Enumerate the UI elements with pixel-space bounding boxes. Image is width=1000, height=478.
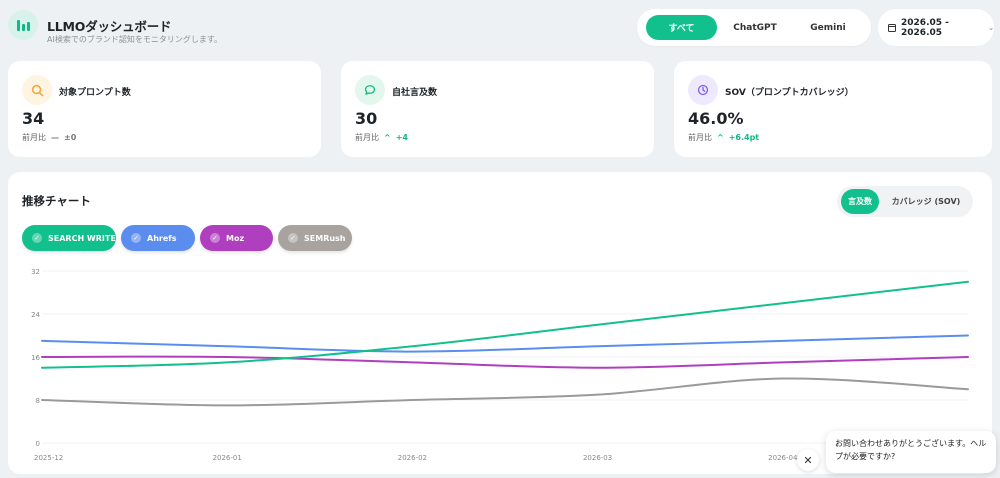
kpi-compare: 前月比 ^ +6.4pt <box>688 132 759 143</box>
date-range-picker[interactable]: 2026.05 - 2026.05 ⌄ <box>878 9 994 46</box>
y-tick-label: 8 <box>36 397 40 405</box>
legend-chip-ahrefs[interactable]: ✓ Ahrefs <box>121 225 195 251</box>
series-line-search-write <box>41 280 969 369</box>
bar-chart-logo-icon <box>8 10 38 40</box>
series-line-moz <box>41 355 969 369</box>
kpi-delta: ±0 <box>64 133 77 142</box>
tab-all[interactable]: すべて <box>646 15 717 40</box>
kpi-delta: +4 <box>395 133 408 142</box>
legend-chip-search-write[interactable]: ✓ SEARCH WRITE <box>22 225 116 251</box>
metric-toggle: 言及数 カバレッジ (SOV) <box>837 186 973 217</box>
trend-up-icon: ^ <box>717 133 724 142</box>
tab-coverage-sov[interactable]: カバレッジ (SOV) <box>891 197 961 206</box>
x-tick-label: 2026-03 <box>583 454 612 462</box>
chat-bubble-icon <box>355 75 385 105</box>
search-icon <box>22 75 52 105</box>
page-subtitle: AI検索でのブランド認知をモニタリングします。 <box>47 35 223 44</box>
calendar-icon <box>888 23 897 32</box>
kpi-compare: 前月比 — ±0 <box>22 132 76 143</box>
trend-flat-icon: — <box>51 133 59 142</box>
kpi-label: 対象プロンプト数 <box>59 88 131 98</box>
kpi-value: 34 <box>22 109 45 128</box>
line-chart: 0 8 16 24 32 2025-12 2026-01 2026-02 2026-03 2026… <box>31 268 969 462</box>
check-icon: ✓ <box>288 233 298 243</box>
legend-label: SEMRush <box>304 233 346 243</box>
kpi-compare: 前月比 ^ +4 <box>355 132 408 143</box>
series-line-ahrefs <box>41 334 969 353</box>
platform-filter: すべて ChatGPT Gemini <box>637 9 871 46</box>
trend-up-icon: ^ <box>384 133 391 142</box>
x-tick-label: 2026-02 <box>398 454 427 462</box>
chevron-down-icon: ⌄ <box>988 23 994 32</box>
kpi-value: 30 <box>355 109 378 128</box>
check-icon: ✓ <box>32 233 42 243</box>
chart-title: 推移チャート <box>22 194 91 208</box>
kpi-label: SOV（プロンプトカバレッジ） <box>725 88 854 98</box>
x-tick-label: 2025-12 <box>34 454 63 462</box>
clock-icon <box>688 75 718 105</box>
legend-label: Moz <box>226 233 245 243</box>
legend-label: SEARCH WRITE <box>48 233 116 243</box>
x-tick-label: 2026-04 <box>768 454 798 462</box>
kpi-delta: +6.4pt <box>728 133 760 142</box>
y-tick-label: 16 <box>31 354 40 362</box>
series-line-semrush <box>41 377 969 407</box>
kpi-card-prompts: 対象プロンプト数 34 前月比 — ±0 <box>8 61 321 157</box>
kpi-card-mentions: 自社言及数 30 前月比 ^ +4 <box>341 61 654 157</box>
tab-mentions[interactable]: 言及数 <box>841 189 879 214</box>
trend-chart-card: 推移チャート 言及数 カバレッジ (SOV) ✓ SEARCH WRITE ✓ … <box>8 172 992 474</box>
legend-chip-semrush[interactable]: ✓ SEMRush <box>278 225 352 251</box>
kpi-card-sov: SOV（プロンプトカバレッジ） 46.0% 前月比 ^ +6.4pt <box>674 61 992 157</box>
y-tick-label: 0 <box>36 440 40 448</box>
y-tick-label: 32 <box>31 268 40 276</box>
kpi-value: 46.0% <box>688 109 744 128</box>
legend-label: Ahrefs <box>147 233 177 243</box>
kpi-label: 自社言及数 <box>392 88 438 98</box>
x-tick-label: 2026-01 <box>213 454 242 462</box>
compare-label: 前月比 <box>355 133 379 142</box>
tab-gemini[interactable]: Gemini <box>810 22 846 33</box>
y-tick-label: 24 <box>31 311 40 319</box>
date-range-text: 2026.05 - 2026.05 <box>901 17 949 38</box>
header: LLMOダッシュボード AI検索でのブランド認知をモニタリングします。 すべて … <box>8 8 994 48</box>
legend-chip-moz[interactable]: ✓ Moz <box>200 225 273 251</box>
chat-widget-message[interactable]: お問い合わせありがとうございます。ヘルプが必要ですか? <box>826 431 996 473</box>
compare-label: 前月比 <box>688 133 712 142</box>
check-icon: ✓ <box>210 233 220 243</box>
chat-close-button[interactable]: ✕ <box>797 449 819 471</box>
page-title: LLMOダッシュボード <box>47 19 172 34</box>
compare-label: 前月比 <box>22 133 46 142</box>
check-icon: ✓ <box>131 233 141 243</box>
tab-chatgpt[interactable]: ChatGPT <box>733 22 777 33</box>
